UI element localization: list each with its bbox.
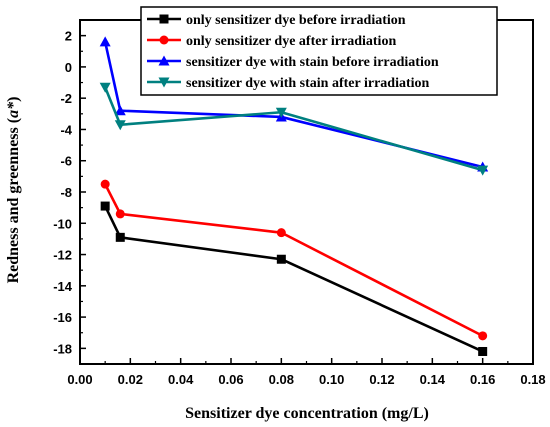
data-point [276,228,286,238]
data-point [115,209,125,219]
series-line [103,86,484,172]
y-tick-label: 2 [65,29,72,44]
x-tick-label: 0.02 [118,372,143,387]
x-tick-label: 0.00 [67,372,92,387]
data-point [115,232,125,242]
x-tick-label: 0.16 [470,372,495,387]
data-point [477,165,489,176]
y-tick-label: -8 [60,185,72,200]
y-tick-label: -6 [60,154,72,169]
legend-item-2: only sensitizer dye after irradiation [147,34,396,49]
legend-item-3: sensitizer dye with stain before irradia… [147,55,439,70]
x-tick-label: 0.04 [168,372,194,387]
legend: only sensitizer dye before irradiation on… [140,6,498,96]
y-tick-label: -12 [53,248,72,263]
x-tick-label: 0.12 [369,372,394,387]
y-tick-label: -16 [53,310,72,325]
series-line [104,183,484,338]
series-1 [100,201,488,356]
legend-item-1: only sensitizer dye before irradiation [147,13,406,28]
x-tick-label: 0.18 [520,372,545,387]
legend-box [140,6,498,96]
data-point [114,120,126,131]
x-tick-label: 0.08 [269,372,294,387]
y-axis-title-end: ) [5,97,22,102]
y-tick-label: -10 [53,216,72,231]
y-axis-title-main: Redness and greenness ( [5,118,22,284]
x-tick-label: 0.06 [218,372,243,387]
y-axis: 2 0 -2 -4 -6 -8 -10 -12 -14 -16 -18 [53,29,86,365]
legend-label: sensitizer dye with stain after irradiat… [186,76,430,91]
y-tick-label: -18 [53,341,72,356]
data-point [478,346,488,356]
data-point [100,179,110,189]
x-axis-title: Sensitizer dye concentration (mg/L) [185,405,429,422]
legend-label: only sensitizer dye before irradiation [186,13,406,28]
data-point [275,107,287,118]
data-point [478,331,488,341]
y-tick-label: -4 [60,122,72,137]
x-axis: 0.00 0.02 0.04 0.06 0.08 0.10 0.12 0.14 0.16 0.18 [67,358,546,387]
legend-item-4: sensitizer dye with stain after irradiat… [147,76,430,91]
y-axis-title: Redness and greenness (a*) [5,97,22,284]
y-tick-label: -14 [53,279,73,294]
data-point [114,105,126,116]
y-tick-label: 0 [65,60,72,75]
series-line [103,205,484,353]
series-4 [99,82,489,176]
legend-marker [159,35,169,45]
data-point [99,36,111,47]
series-layer [99,36,489,356]
data-point [99,82,111,93]
y-axis-title-variable: a* [5,101,22,118]
legend-marker [158,77,170,88]
x-tick-label: 0.10 [319,372,344,387]
legend-label: only sensitizer dye after irradiation [186,34,396,49]
legend-marker [159,14,169,24]
x-tick-label: 0.14 [420,372,446,387]
y-tick-label: -2 [60,91,72,106]
data-point [276,254,286,264]
legend-label: sensitizer dye with stain before irradia… [186,55,439,70]
data-point [100,201,110,211]
series-2 [100,179,488,341]
legend-marker [158,55,170,66]
